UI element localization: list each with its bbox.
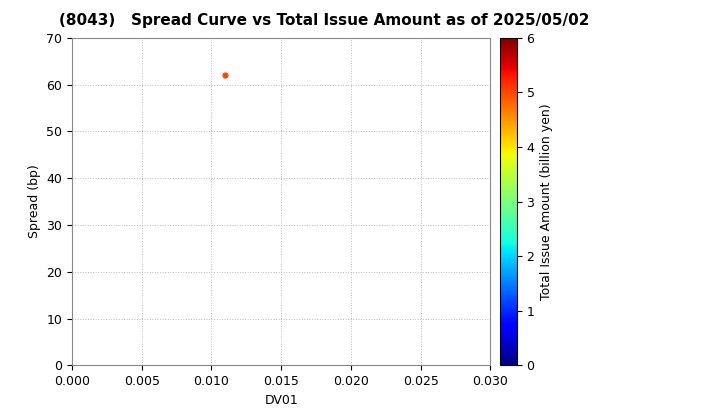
Y-axis label: Spread (bp): Spread (bp) xyxy=(28,165,41,239)
X-axis label: DV01: DV01 xyxy=(264,394,298,407)
Y-axis label: Total Issue Amount (billion yen): Total Issue Amount (billion yen) xyxy=(540,103,553,300)
Text: (8043)   Spread Curve vs Total Issue Amount as of 2025/05/02: (8043) Spread Curve vs Total Issue Amoun… xyxy=(59,13,589,28)
Point xyxy=(220,72,231,79)
